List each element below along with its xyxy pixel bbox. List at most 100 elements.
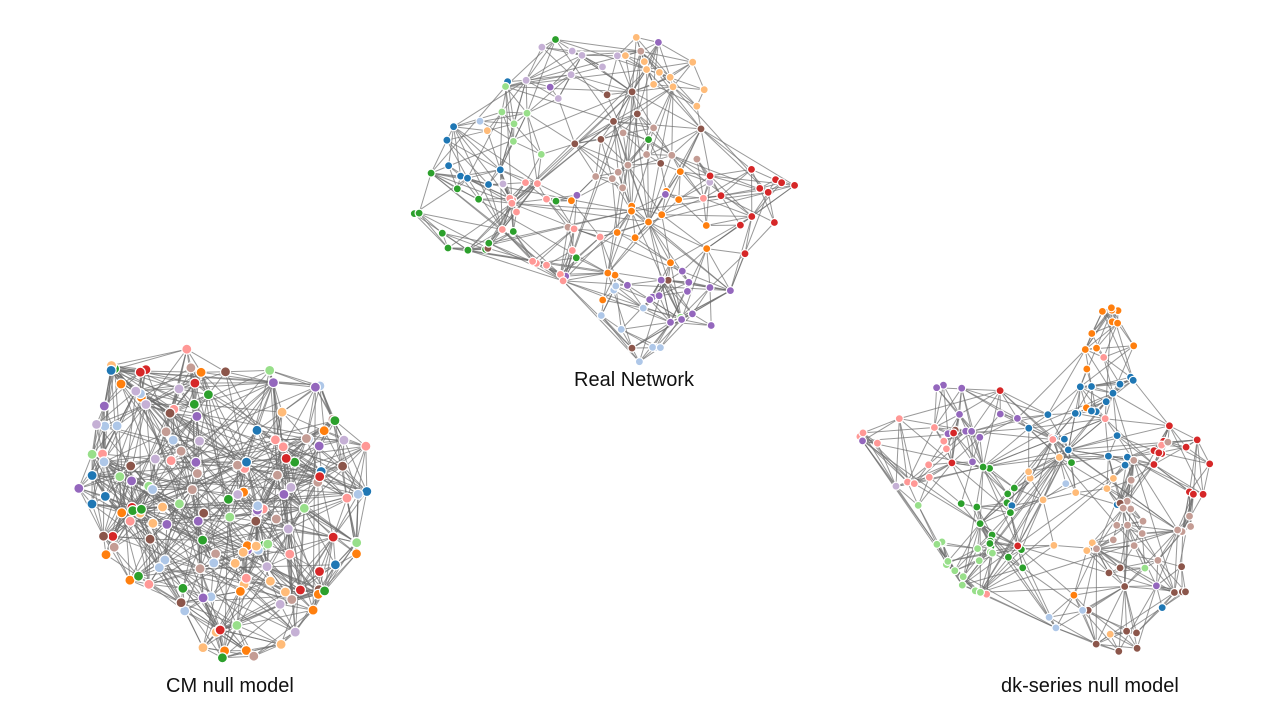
- network-edge: [103, 450, 182, 463]
- network-node: [634, 357, 645, 367]
- network-node: [948, 428, 959, 438]
- network-edge: [453, 126, 501, 171]
- network-edge: [442, 232, 489, 244]
- network-edge: [179, 503, 248, 547]
- network-edge: [488, 242, 564, 282]
- network-edge: [478, 198, 512, 204]
- network-node: [975, 587, 986, 597]
- network-node: [638, 303, 648, 313]
- network-edge: [979, 449, 1069, 524]
- network-edge: [112, 535, 314, 611]
- network-edge: [615, 285, 650, 301]
- network-edge: [110, 348, 187, 371]
- network-edge: [478, 197, 510, 200]
- network-edge: [1084, 307, 1112, 350]
- network-node: [656, 275, 666, 285]
- cm-null-model-graph: [73, 343, 373, 664]
- network-edge: [627, 127, 655, 166]
- network-node: [1176, 562, 1187, 572]
- network-edge: [1017, 414, 1048, 419]
- network-node: [674, 195, 684, 205]
- network-node: [913, 500, 923, 510]
- network-edge: [140, 509, 150, 585]
- network-node: [232, 488, 244, 501]
- network-edge: [706, 216, 753, 250]
- network-edge: [1188, 463, 1211, 493]
- network-edge: [720, 195, 741, 226]
- network-edge: [1136, 585, 1157, 649]
- network-node: [612, 227, 622, 238]
- network-edge: [979, 523, 1024, 569]
- network-edge: [467, 249, 564, 282]
- network-edge: [1028, 418, 1106, 429]
- network-node: [159, 554, 171, 566]
- network-edge: [898, 418, 915, 484]
- network-edge: [914, 462, 953, 485]
- network-edge: [574, 143, 613, 180]
- network-edge: [681, 248, 708, 272]
- network-node: [1024, 423, 1034, 433]
- network-node: [692, 154, 702, 164]
- network-edge: [1029, 438, 1055, 479]
- network-edge: [600, 315, 640, 363]
- network-node: [497, 107, 507, 117]
- network-node: [607, 174, 617, 184]
- network-node: [966, 426, 977, 436]
- network-node: [261, 560, 273, 573]
- network-edge: [1103, 357, 1114, 394]
- network-node: [73, 482, 85, 494]
- network-node: [665, 72, 675, 82]
- network-node: [97, 530, 110, 542]
- network-edge: [281, 386, 316, 413]
- network-edge: [467, 210, 632, 251]
- network-edge: [1127, 524, 1157, 587]
- network-edge: [999, 390, 1018, 419]
- network-edge: [140, 371, 321, 386]
- network-edge: [671, 154, 769, 193]
- network-node: [250, 540, 262, 552]
- network-node: [173, 383, 185, 395]
- network-edge: [862, 418, 900, 434]
- network-node: [776, 178, 787, 188]
- network-node: [282, 523, 294, 535]
- network-edge: [1136, 592, 1175, 634]
- network-edge: [135, 390, 238, 626]
- network-node: [1077, 605, 1088, 615]
- network-node: [1126, 475, 1136, 485]
- network-node: [219, 366, 232, 378]
- network-node: [763, 187, 773, 197]
- network-node: [1180, 587, 1191, 597]
- network-edge: [895, 418, 900, 487]
- network-node: [202, 389, 214, 401]
- network-edge: [356, 491, 368, 543]
- network-edge: [210, 528, 289, 598]
- network-node: [1082, 545, 1092, 556]
- network-node: [269, 434, 281, 446]
- network-node: [570, 139, 580, 149]
- network-node: [250, 515, 262, 527]
- network-node: [616, 324, 626, 334]
- network-edge: [672, 61, 694, 88]
- network-edge: [1079, 386, 1106, 420]
- network-node: [891, 481, 901, 491]
- network-edge: [110, 369, 238, 466]
- network-edge: [225, 371, 258, 514]
- network-edge: [1173, 529, 1179, 593]
- network-edge: [91, 425, 118, 455]
- network-node: [641, 64, 652, 75]
- network-edge: [700, 128, 711, 176]
- network-edge: [110, 370, 123, 513]
- network-node: [755, 183, 765, 193]
- network-edge: [200, 372, 247, 463]
- network-edge: [277, 445, 367, 476]
- network-node: [1169, 587, 1180, 598]
- network-node: [1137, 528, 1147, 539]
- network-node: [482, 126, 492, 136]
- network-edge: [936, 387, 972, 432]
- network-node: [702, 244, 712, 254]
- network-edge: [111, 369, 202, 373]
- network-edge: [960, 461, 973, 504]
- network-node: [500, 81, 511, 92]
- network-node: [954, 409, 965, 419]
- network-node: [198, 507, 210, 519]
